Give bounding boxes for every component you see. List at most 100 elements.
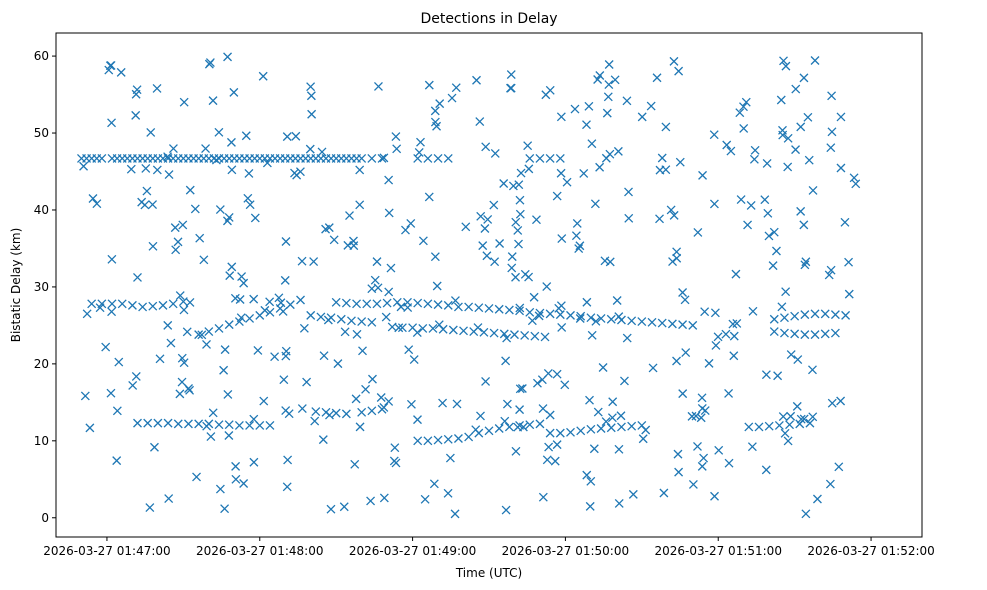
data-point [163, 152, 173, 162]
x-tick-label: 2026-03-27 01:52:00 [807, 544, 934, 558]
data-point [423, 436, 433, 446]
data-point [801, 257, 811, 267]
data-point [749, 154, 759, 164]
data-point [769, 314, 779, 324]
data-point [674, 66, 684, 76]
data-point [345, 211, 354, 221]
data-point [570, 104, 580, 114]
data-point [368, 374, 377, 384]
data-point [430, 252, 440, 262]
data-point [489, 200, 499, 210]
data-point [104, 65, 114, 75]
data-point [95, 303, 105, 313]
data-point [783, 162, 793, 172]
data-point [697, 461, 707, 471]
data-point [245, 200, 255, 210]
data-point [163, 418, 173, 428]
data-point [276, 298, 286, 308]
data-point [593, 75, 603, 84]
data-point [195, 233, 205, 243]
data-point [429, 479, 439, 489]
data-point [241, 131, 251, 141]
data-point [391, 458, 401, 468]
data-point [515, 303, 525, 313]
data-point [483, 215, 493, 224]
data-point [790, 311, 800, 321]
plot-area [55, 32, 923, 538]
data-point [554, 303, 564, 313]
data-point [585, 395, 594, 405]
data-point [197, 330, 207, 340]
data-point [392, 144, 402, 154]
data-point [655, 214, 664, 224]
data-point [107, 307, 117, 317]
data-point [318, 435, 328, 445]
data-point [140, 200, 150, 210]
data-point [513, 225, 523, 235]
data-point [206, 432, 216, 442]
data-point [204, 327, 214, 337]
data-point [249, 414, 259, 424]
data-point [678, 288, 688, 297]
data-point [379, 402, 389, 412]
data-point [760, 195, 770, 205]
data-point [540, 332, 550, 342]
data-point [791, 84, 801, 94]
data-point [274, 293, 284, 303]
data-point [366, 496, 376, 506]
data-point [792, 401, 802, 411]
data-point [739, 102, 748, 112]
data-point [445, 453, 455, 463]
data-point [201, 144, 211, 154]
data-point [529, 292, 539, 302]
data-point [571, 231, 581, 241]
data-point [586, 476, 596, 486]
data-point [296, 295, 305, 305]
data-point [448, 325, 458, 335]
data-point [490, 257, 500, 267]
data-point [709, 199, 719, 209]
data-point [306, 91, 316, 101]
data-point [270, 352, 280, 362]
data-point [527, 316, 537, 326]
data-point [406, 399, 416, 409]
data-point [606, 314, 616, 324]
data-point [672, 253, 682, 263]
data-point [781, 61, 791, 71]
data-point [297, 256, 307, 266]
data-point [194, 419, 204, 429]
data-point [516, 168, 526, 178]
data-point [545, 410, 555, 420]
data-point [346, 316, 356, 326]
data-point [605, 257, 615, 267]
data-point [234, 420, 244, 430]
data-point [168, 144, 178, 154]
data-point [473, 323, 483, 333]
data-point [239, 479, 249, 488]
data-point [844, 289, 854, 299]
data-point [175, 389, 185, 399]
data-point [800, 330, 810, 340]
data-point [343, 240, 353, 250]
data-point [464, 432, 474, 442]
data-point [542, 455, 552, 465]
data-point [612, 296, 622, 305]
data-point [515, 195, 525, 205]
data-point [510, 330, 519, 340]
data-point [355, 200, 365, 210]
data-point [192, 472, 201, 482]
data-point [474, 303, 484, 313]
data-point [596, 314, 606, 323]
data-point [779, 328, 789, 338]
data-point [141, 163, 151, 173]
data-point [142, 186, 152, 196]
data-point [780, 428, 790, 438]
data-point [384, 175, 394, 185]
data-point [827, 398, 837, 408]
data-point [482, 251, 492, 261]
data-point [791, 145, 801, 155]
data-point [171, 245, 181, 255]
y-axis-ticks: 0 10 20 30 40 50 60 [34, 49, 56, 525]
data-point [826, 143, 836, 153]
data-point [501, 505, 511, 515]
